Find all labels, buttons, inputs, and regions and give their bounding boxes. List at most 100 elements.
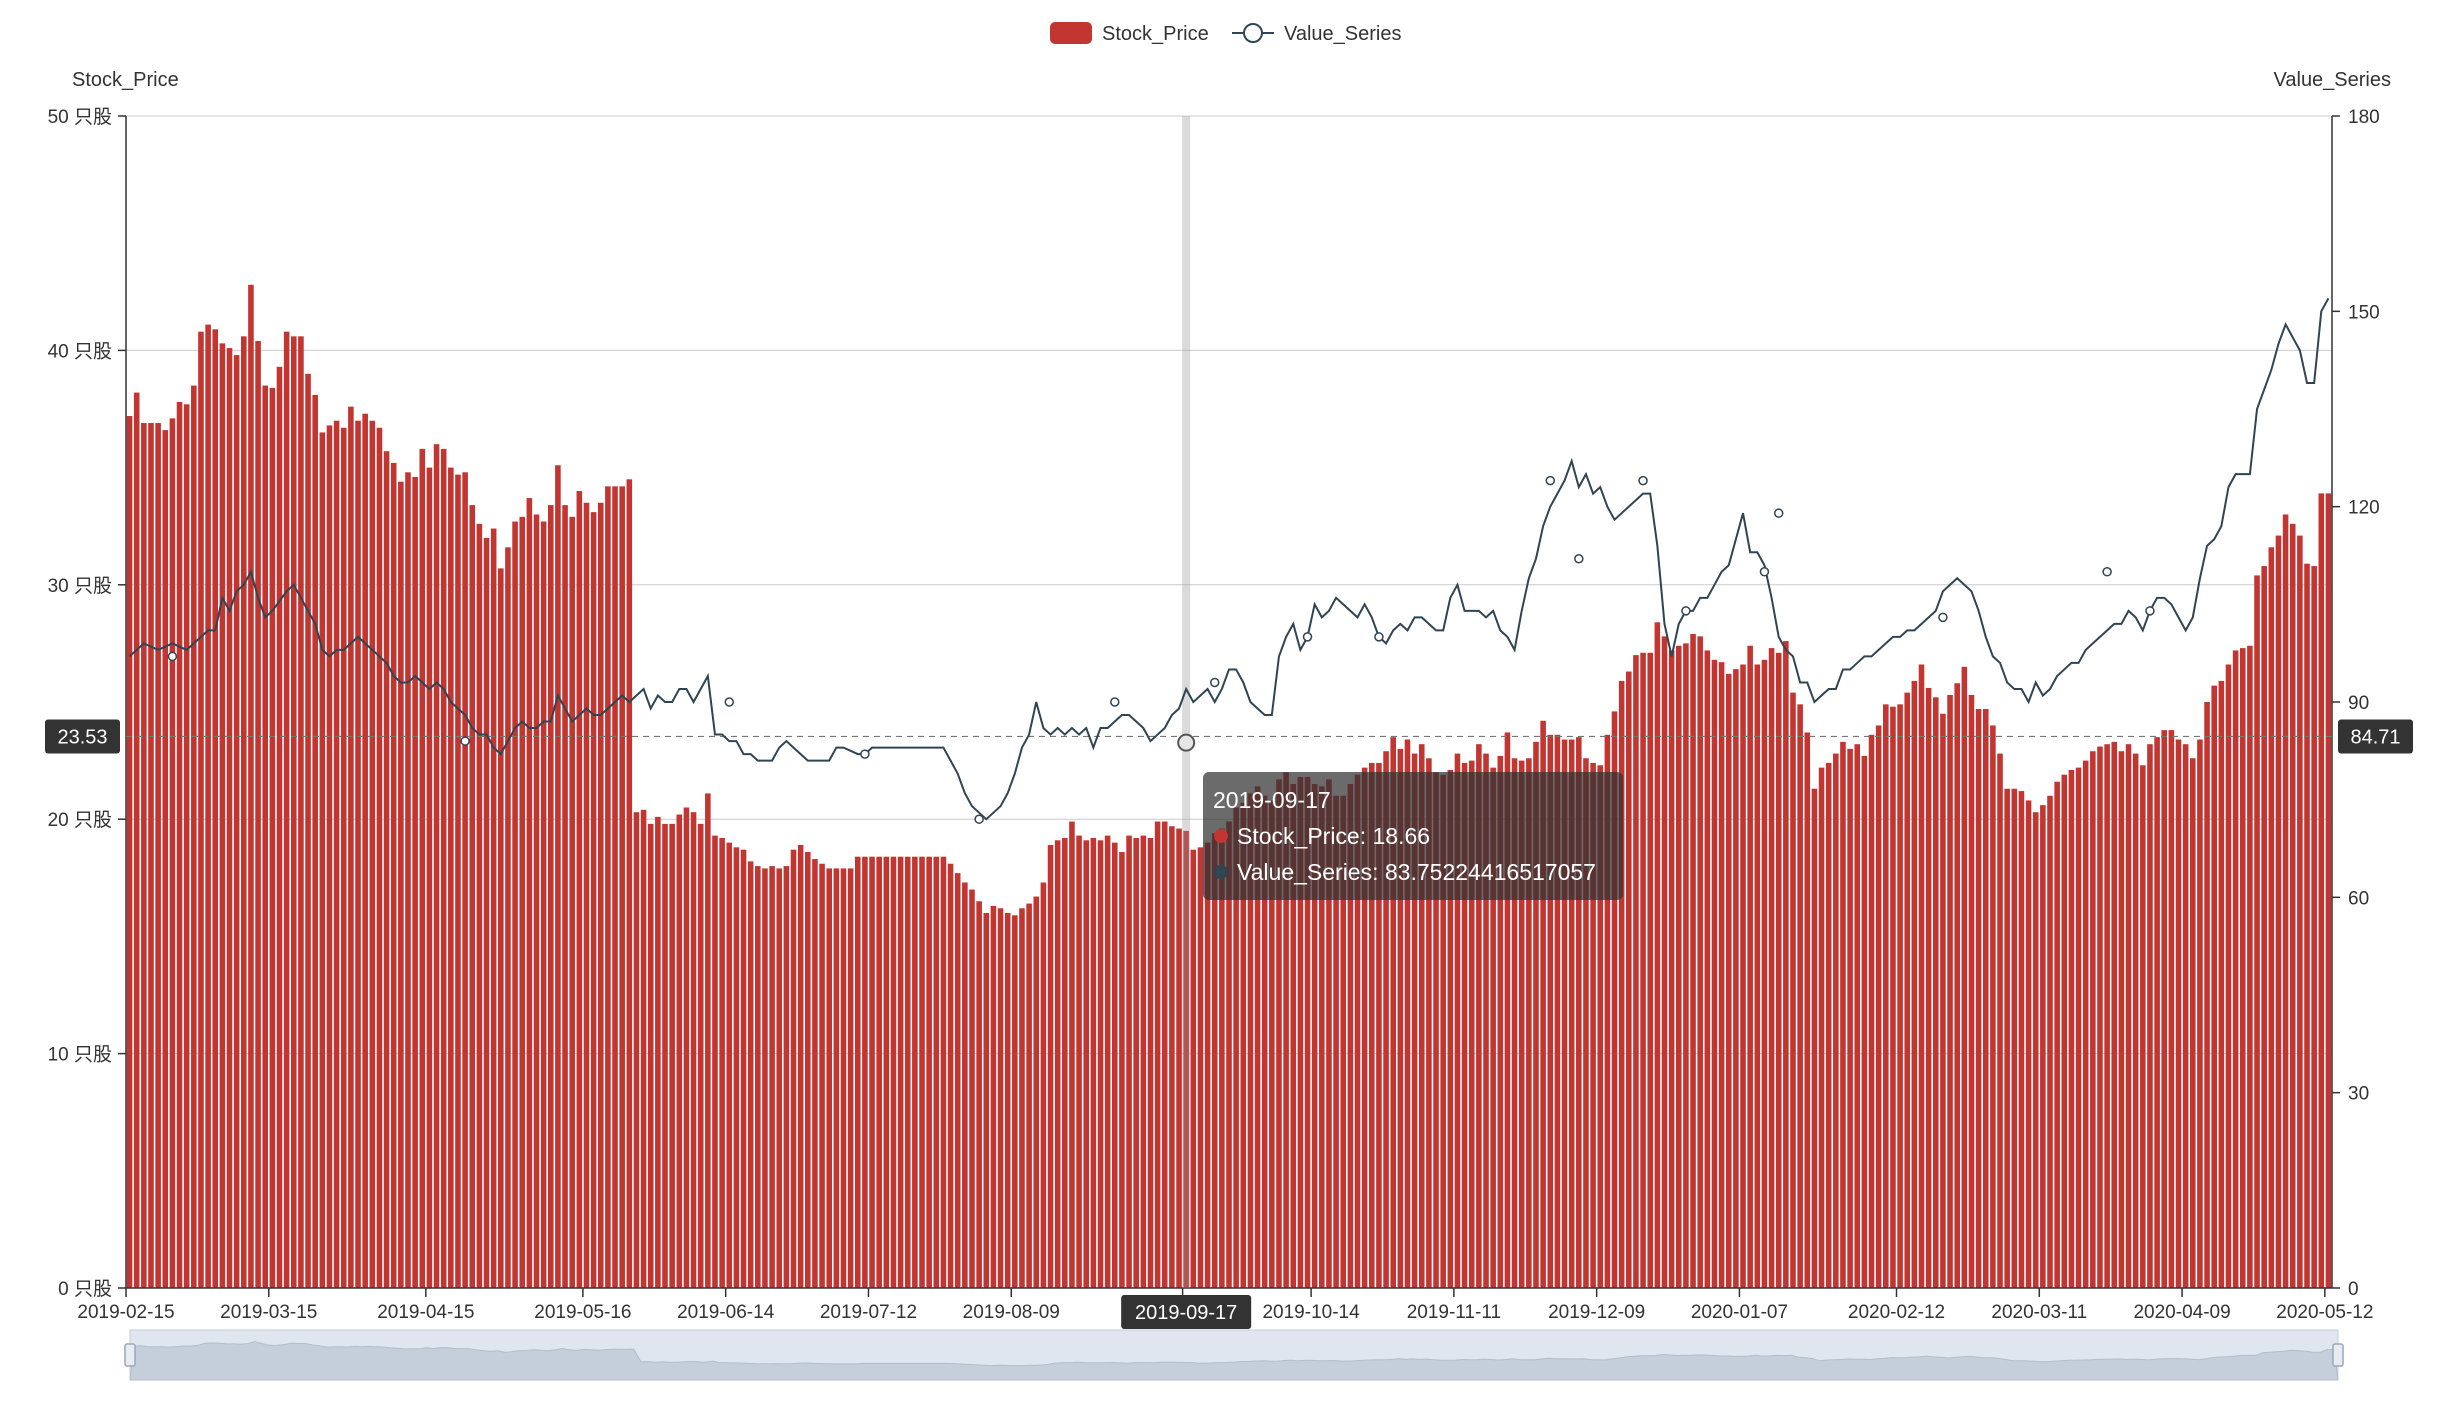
stock-price-bar	[162, 430, 169, 1289]
value-series-point	[2145, 606, 2155, 616]
stock-price-bar	[2268, 547, 2275, 1288]
value-series-point	[167, 651, 178, 662]
stock-price-bar	[390, 462, 397, 1288]
stock-price-bar	[690, 812, 697, 1288]
stock-price-bar	[940, 856, 947, 1288]
stock-price-bar	[469, 505, 476, 1289]
stock-price-bar	[969, 889, 975, 1288]
value-series-point	[1545, 475, 1556, 486]
stock-price-bar	[405, 472, 411, 1288]
legend-item-stock-price[interactable]: Stock_Price	[1050, 22, 1209, 45]
stock-price-bar	[647, 823, 654, 1288]
stock-price-bar	[740, 849, 747, 1288]
stock-price-bar	[1247, 793, 1254, 1288]
stock-price-bar	[1932, 697, 1939, 1288]
stock-price-bar	[1990, 725, 1996, 1288]
x-tick-label: 2019-04-15	[377, 1302, 474, 1323]
x-tick-label: 2020-01-07	[1691, 1302, 1788, 1323]
stock-price-bar	[826, 868, 832, 1288]
stock-price-bar	[1668, 650, 1675, 1288]
stock-price-bar	[1226, 821, 1232, 1288]
stock-price-bar	[1411, 753, 1418, 1288]
stock-price-bar	[1097, 840, 1104, 1288]
stock-price-bar	[1718, 662, 1725, 1288]
stock-price-bar	[1511, 758, 1518, 1288]
stock-price-bar	[1997, 753, 2003, 1288]
stock-price-bar	[1361, 767, 1368, 1288]
y-right-tick-label: 180	[2348, 107, 2380, 128]
y-left-tick-label: 10 只股	[48, 1045, 112, 1066]
stock-price-bar	[840, 868, 847, 1288]
stock-price-bar	[769, 866, 775, 1288]
stock-price-bar	[762, 868, 768, 1288]
data-zoom-slider[interactable]	[124, 1329, 2344, 1381]
stock-price-bar	[2068, 769, 2075, 1288]
stock-price-bar	[362, 413, 368, 1288]
value-series-point	[1574, 554, 1584, 564]
stock-price-bar	[255, 341, 261, 1288]
stock-price-bar	[1354, 774, 1361, 1288]
stock-price-bar	[155, 423, 161, 1288]
axis-pointer-right-label-text: 84.71	[2350, 726, 2400, 748]
stock-price-bar	[2204, 702, 2210, 1288]
stock-price-bar	[169, 418, 176, 1288]
stock-price-bar	[1090, 837, 1097, 1288]
stock-price-bar	[655, 816, 661, 1288]
stock-price-bar	[1775, 652, 1782, 1288]
stock-price-bar	[1433, 772, 1439, 1288]
stock-price-bar	[990, 905, 997, 1288]
stock-price-bar	[1868, 734, 1875, 1288]
stock-price-bar	[212, 329, 219, 1288]
stock-price-bar	[1690, 634, 1696, 1288]
stock-price-bar	[997, 908, 1004, 1288]
stock-price-bar	[555, 465, 561, 1288]
stock-price-bar	[1725, 673, 1732, 1288]
stock-price-bar	[1311, 784, 1318, 1288]
stock-price-bar	[890, 856, 897, 1288]
tooltip-row: Value_Series: 83.75224416517057	[1237, 859, 1596, 885]
value-series-line	[128, 297, 2330, 821]
stock-price-bar	[462, 472, 468, 1288]
stock-price-bar	[1119, 852, 1125, 1288]
legend-item-value-series[interactable]: Value_Series	[1232, 23, 1401, 45]
stock-price-bar	[669, 823, 675, 1288]
stock-price-bar	[1240, 802, 1247, 1288]
stock-price-bar	[2004, 788, 2010, 1288]
value-series-point	[1773, 508, 1784, 518]
y-left-tick-label: 30 只股	[48, 576, 112, 597]
value-series-hover-point	[1177, 733, 1196, 752]
stock-price-bar	[1733, 669, 1739, 1288]
stock-price-bar	[1547, 734, 1554, 1288]
stock-price-bar	[1111, 842, 1118, 1288]
legend[interactable]: Stock_Price Value_Series	[1050, 22, 1401, 45]
stock-price-bar	[755, 866, 761, 1288]
stock-price-bar	[2182, 744, 2189, 1288]
stock-price-bar	[1633, 655, 1639, 1288]
stock-price-bar	[2239, 648, 2246, 1288]
stock-price-bar	[526, 498, 533, 1288]
tooltip-series-dot	[1214, 865, 1228, 879]
stock-price-bar	[1333, 795, 1339, 1288]
data-zoom-handle-start[interactable]	[124, 1343, 136, 1367]
stock-price-bar	[1140, 835, 1147, 1288]
stock-price-bar	[854, 856, 861, 1288]
stock-price-bar	[1369, 762, 1375, 1288]
stock-price-bar	[1597, 765, 1604, 1288]
stock-price-bar	[683, 807, 690, 1288]
y-left-tick-label: 20 只股	[48, 810, 112, 831]
stock-price-bar	[2168, 730, 2175, 1288]
stock-price-bar	[1376, 762, 1382, 1288]
stock-price-bar	[2297, 535, 2303, 1288]
stock-price-bar	[1918, 664, 1925, 1288]
stock-price-bar	[912, 856, 918, 1288]
stock-price-bar	[583, 502, 590, 1288]
stock-price-bar	[2125, 744, 2132, 1288]
data-zoom-handle-end[interactable]	[2332, 1343, 2344, 1367]
stock-price-bar	[1161, 821, 1168, 1288]
legend-label: Stock_Price	[1102, 23, 1209, 45]
y-left-tick-label: 40 只股	[48, 341, 112, 362]
stock-price-bar	[1283, 772, 1289, 1288]
value-series-point	[1759, 567, 1770, 577]
stock-price-bar	[2018, 791, 2025, 1288]
stock-price-bar	[597, 502, 604, 1288]
